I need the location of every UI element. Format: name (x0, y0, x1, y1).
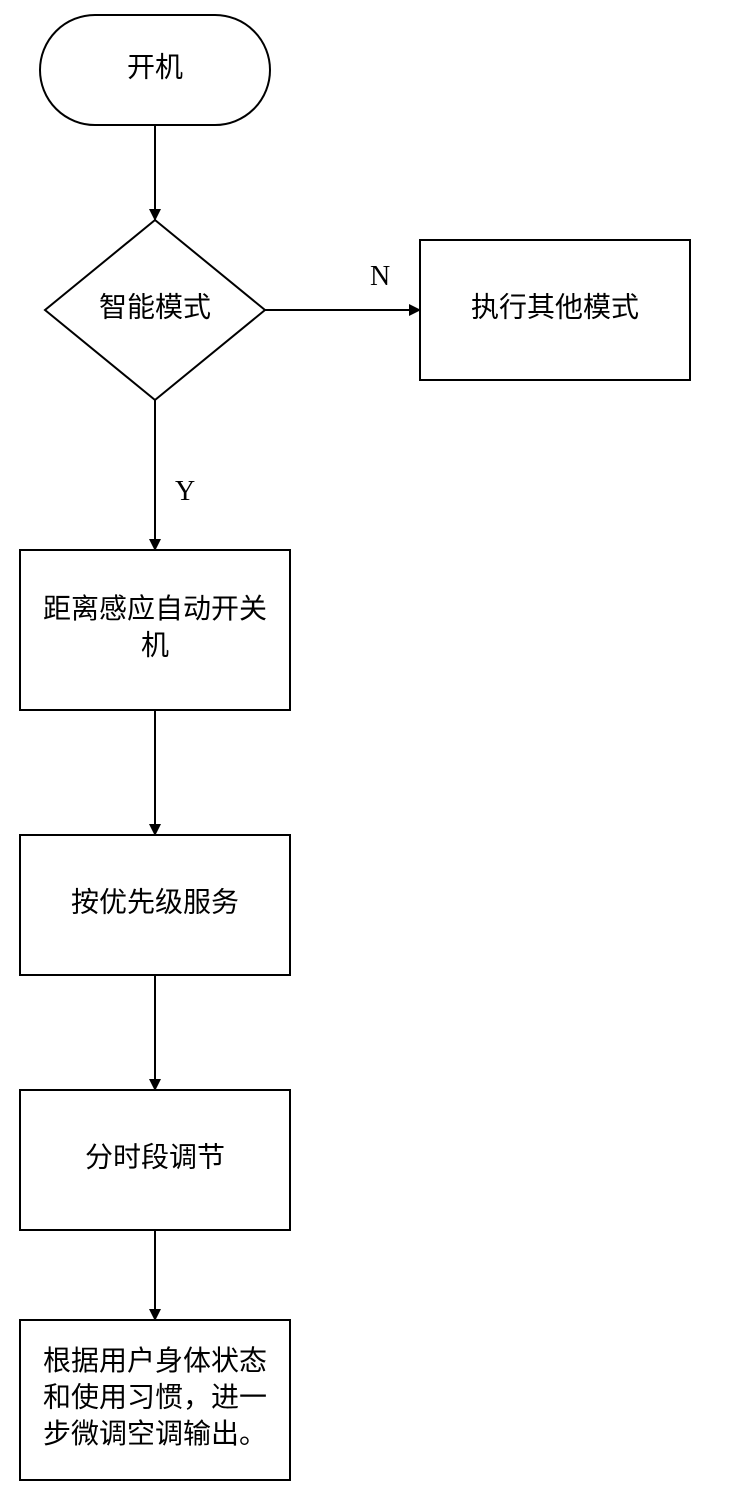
node-distance-label-line-1: 机 (141, 630, 169, 662)
flowchart-diagram: 开机智能模式 执行其他模式距离感应自动开关机按优先级服务分时段调节根据用户身体状态… (0, 0, 754, 1493)
node-time_adjust-label: 分时段调节 (85, 1141, 225, 1173)
node-final-label-line-2: 步微调空调输出。 (43, 1418, 267, 1450)
node-final-label-line-1: 和使用习惯，进一 (43, 1381, 267, 1413)
edge-label-decision-distance: Y (175, 476, 195, 507)
node-distance-label-line-0: 距离感应自动开关 (43, 593, 267, 625)
node-decision-label: 智能模式 (99, 291, 211, 323)
node-start-label: 开机 (127, 51, 183, 83)
node-final-label-line-0: 根据用户身体状态 (43, 1345, 267, 1377)
node-other_mode-label: 执行其他模式 (471, 291, 639, 323)
node-priority-label: 按优先级服务 (71, 886, 239, 918)
edge-label-decision-other_mode: N (370, 261, 390, 292)
